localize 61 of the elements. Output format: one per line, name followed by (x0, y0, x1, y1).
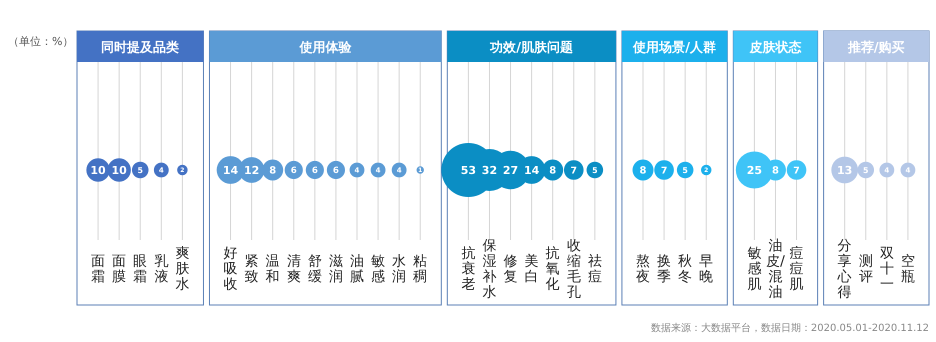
category-label: 舒缓 (308, 253, 322, 285)
data-label: 8 (772, 166, 779, 177)
category-label: 测评 (858, 253, 873, 285)
category-label: 紧致 (244, 253, 259, 285)
text: 皮肤状态 (748, 40, 802, 56)
data-label: 10 (90, 164, 106, 177)
data-label: 13 (837, 164, 852, 177)
category-label: 敏感肌 (747, 246, 762, 292)
category-label: 分享心得 (836, 238, 852, 300)
data-label: 8 (640, 166, 647, 177)
category-label: 油皮/混油 (766, 238, 786, 300)
data-label: 6 (312, 166, 318, 176)
category-label: 眼霜 (133, 253, 148, 285)
category-label: 收缩毛孔 (566, 238, 581, 300)
data-label: 8 (549, 166, 556, 177)
category-label: 修复 (504, 253, 518, 285)
text: （单位：%） (8, 35, 74, 48)
text: 使用场景/人群 (632, 40, 716, 56)
category-label: 爽肤水 (175, 246, 190, 292)
data-label: 14 (524, 164, 540, 177)
data-label: 8 (269, 166, 276, 177)
category-label: 抗衰老 (461, 246, 476, 292)
data-label: 7 (793, 165, 800, 176)
category-label: 温和 (266, 253, 280, 285)
text: 同时提及品类 (101, 40, 180, 56)
category-label: 痘痘肌 (790, 246, 804, 292)
category-label: 面膜 (112, 253, 126, 285)
data-label: 27 (502, 164, 518, 177)
category-label: 清爽 (286, 253, 301, 285)
category-label: 双十一 (880, 246, 894, 292)
data-label: 25 (746, 164, 762, 177)
category-label: 保湿补水 (482, 238, 496, 300)
data-label: 7 (570, 165, 578, 176)
data-label: 32 (482, 164, 498, 177)
category-label: 抗氧化 (546, 246, 560, 292)
category-label: 换季 (657, 253, 672, 285)
data-label: 10 (112, 164, 128, 177)
data-label: 6 (332, 166, 339, 176)
category-label: 油腻 (350, 253, 364, 285)
source-note: 数据来源：大数据平台，数据日期：2020.05.01-2020.11.12 (650, 322, 929, 334)
category-label: 水润 (392, 253, 406, 285)
category-label: 滋润 (328, 253, 343, 285)
category-label: 祛痘 (588, 253, 602, 285)
text: 使用体验 (298, 40, 352, 56)
category-label: 乳液 (154, 253, 168, 285)
category-label: 美白 (524, 253, 539, 285)
data-label: 7 (660, 165, 668, 176)
data-label: 12 (244, 164, 260, 177)
category-label: 粘稠 (413, 253, 428, 285)
category-label: 好吸收 (224, 246, 238, 292)
category-label: 敏感 (371, 253, 386, 285)
data-label: 14 (222, 164, 239, 177)
category-label: 面霜 (91, 253, 106, 285)
category-label: 早晚 (699, 253, 714, 285)
category-label: 秋冬 (678, 253, 692, 285)
text: 功效/肌肤问题 (489, 40, 573, 56)
category-label: 空瓶 (900, 253, 915, 285)
data-label: 6 (290, 166, 297, 176)
text: 推荐/购买 (846, 40, 905, 56)
data-label: 53 (460, 164, 476, 177)
category-label: 熬夜 (636, 253, 650, 285)
